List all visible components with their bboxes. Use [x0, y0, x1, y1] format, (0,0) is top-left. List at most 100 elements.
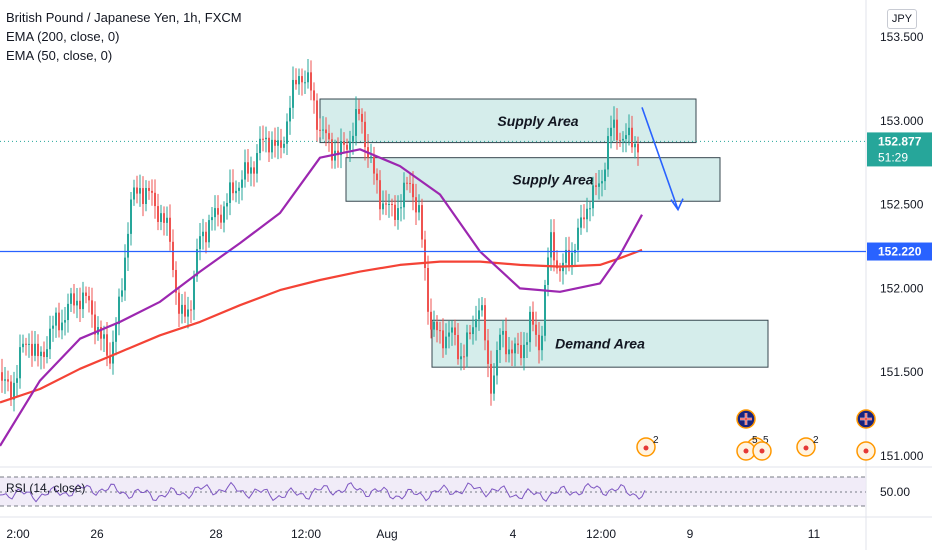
candle-body — [226, 202, 228, 207]
x-tick-label: 28 — [209, 527, 223, 541]
candle-body — [205, 231, 207, 243]
candle-body — [115, 324, 117, 342]
candle-body — [451, 327, 453, 333]
candle-body — [55, 312, 57, 326]
candle-body — [229, 182, 231, 203]
candle-body — [22, 343, 24, 348]
candle-body — [214, 208, 216, 218]
event-dot — [759, 448, 765, 454]
ema50-line — [0, 148, 643, 447]
event-dot — [803, 445, 809, 451]
candle-body — [418, 205, 420, 213]
candle-body — [280, 140, 282, 148]
currency-button[interactable]: JPY — [887, 9, 917, 29]
rsi-legend[interactable]: RSI (14, close) — [6, 481, 86, 495]
candle-body — [178, 292, 180, 314]
y-tick-label: 153.500 — [880, 30, 924, 44]
candle-body — [316, 100, 318, 130]
x-tick-label: 9 — [687, 527, 694, 541]
candle-body — [394, 204, 396, 220]
candle-body — [160, 213, 162, 222]
hline-price-tag — [867, 242, 932, 261]
candle-body — [58, 312, 60, 331]
chart-legend: British Pound / Japanese Yen, 1h, FXCM E… — [6, 8, 242, 65]
candle-body — [292, 79, 294, 108]
candle-body — [349, 141, 351, 150]
candle-body — [313, 90, 315, 101]
candle-body — [613, 119, 615, 128]
candle-body — [388, 204, 390, 206]
candle-body — [502, 330, 504, 335]
symbol-title[interactable]: British Pound / Japanese Yen, 1h, FXCM — [6, 10, 242, 25]
candle-body — [550, 232, 552, 258]
candle-body — [637, 143, 639, 153]
candle-body — [271, 139, 273, 153]
candle-body — [478, 310, 480, 320]
candle-body — [46, 349, 48, 358]
event-dot — [743, 448, 749, 454]
candle-body — [310, 72, 312, 91]
last-price-tag — [867, 132, 932, 167]
candle-body — [463, 356, 465, 358]
event-dot — [643, 445, 649, 451]
candle-body — [352, 135, 354, 142]
candle-body — [64, 320, 66, 323]
candle-body — [505, 330, 507, 355]
x-tick-label: 26 — [90, 527, 104, 541]
candle-body — [361, 113, 363, 122]
candle-body — [73, 293, 75, 306]
candle-body — [472, 327, 474, 335]
candle-body — [19, 347, 21, 379]
candle-body — [508, 349, 510, 355]
candle-body — [223, 206, 225, 223]
candle-body — [145, 187, 147, 204]
candle-body — [589, 208, 591, 210]
candle-body — [13, 382, 15, 400]
candle-body — [520, 345, 522, 359]
candle-body — [82, 292, 84, 310]
x-tick-label: Aug — [376, 527, 397, 541]
candle-body — [139, 188, 141, 194]
candle-body — [610, 127, 612, 137]
candle-body — [40, 351, 42, 357]
candle-body — [193, 276, 195, 310]
x-tick-label: 12:00 — [586, 527, 616, 541]
candle-body — [187, 309, 189, 317]
zone-label: Demand Area — [555, 336, 645, 352]
candle-body — [400, 207, 402, 209]
candle-body — [436, 321, 438, 331]
candle-body — [457, 334, 459, 360]
candle-body — [454, 327, 456, 335]
candle-body — [112, 341, 114, 364]
candle-body — [235, 190, 237, 194]
candle-body — [94, 314, 96, 335]
candle-body — [49, 328, 51, 350]
hline-price-label: 152.220 — [878, 245, 922, 259]
candle-body — [256, 153, 258, 174]
candle-body — [628, 127, 630, 136]
candle-body — [433, 321, 435, 330]
candle-body — [556, 260, 558, 269]
rsi-level-label: 50.00 — [880, 485, 910, 499]
candle-body — [571, 252, 573, 265]
candle-body — [370, 156, 372, 158]
ema200-legend[interactable]: EMA (200, close, 0) — [6, 29, 120, 44]
candle-body — [277, 140, 279, 146]
candle-body — [442, 330, 444, 349]
ema200-line — [0, 248, 643, 404]
candle-body — [541, 335, 543, 351]
ema50-legend[interactable]: EMA (50, close, 0) — [6, 48, 113, 63]
event-count: 5 — [763, 435, 769, 446]
candle-body — [499, 334, 501, 351]
candle-body — [376, 173, 378, 181]
candle-body — [514, 343, 516, 354]
candle-body — [274, 139, 276, 146]
candle-body — [373, 156, 375, 174]
candle-body — [565, 249, 567, 263]
candle-body — [67, 303, 69, 321]
candle-body — [220, 214, 222, 223]
zone-rect — [319, 98, 697, 144]
candle-body — [484, 305, 486, 341]
